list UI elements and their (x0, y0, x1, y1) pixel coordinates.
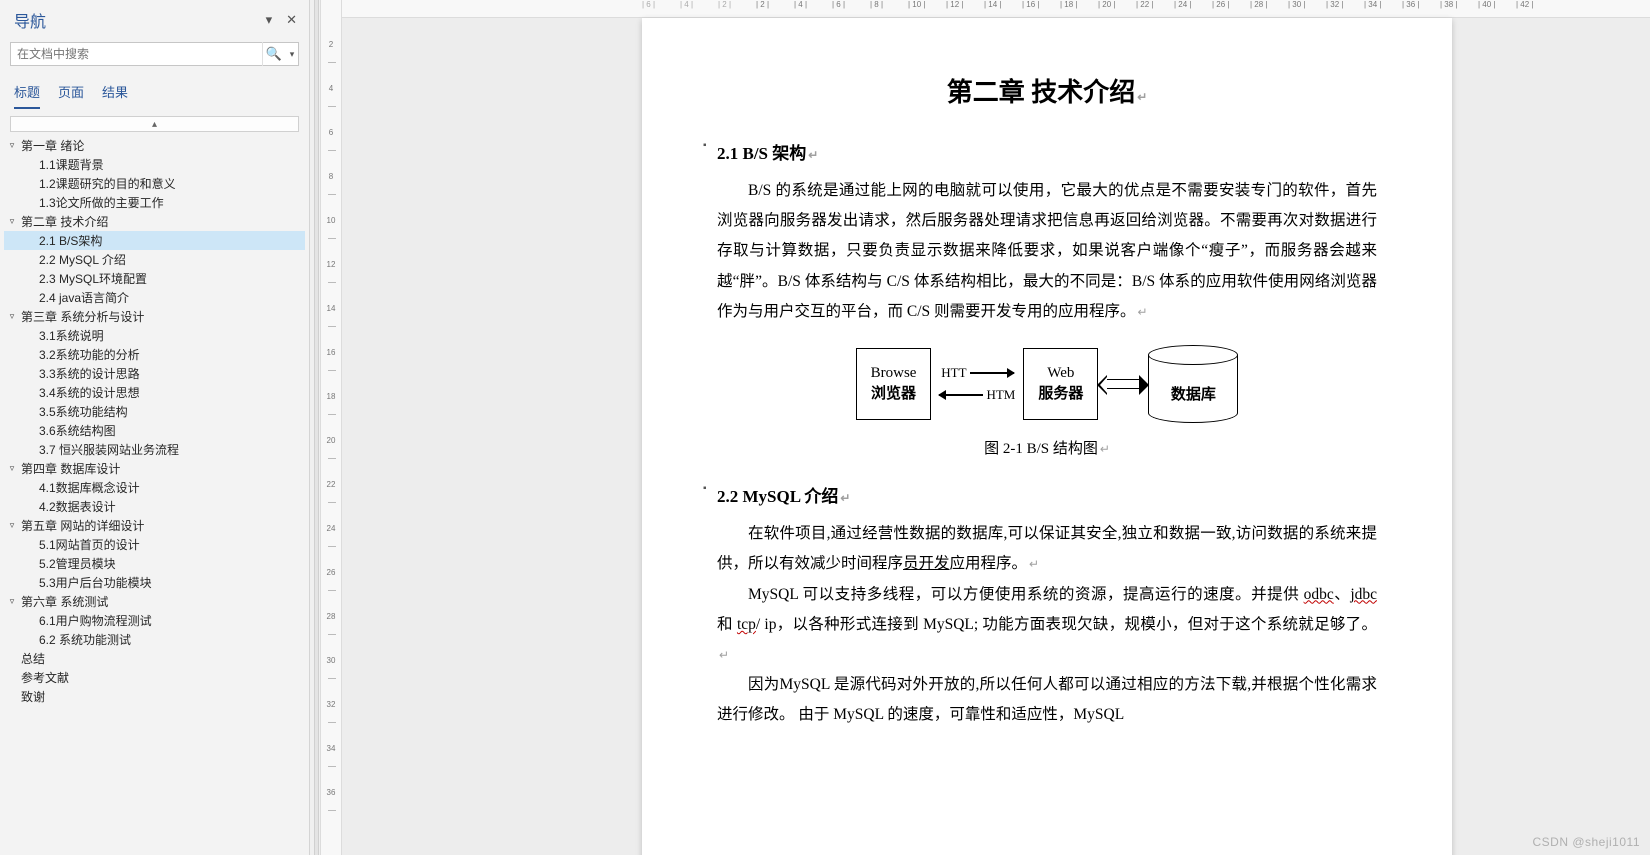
outline-item[interactable]: 2.2 MySQL 介绍 (4, 250, 305, 269)
horizontal-ruler: | 6 || 4 || 2 || 2 || 4 || 6 || 8 || 10 … (342, 0, 1650, 18)
outline-item[interactable]: 1.1课题背景 (4, 155, 305, 174)
hyperlink[interactable]: 员开发 (903, 555, 950, 572)
outline-item[interactable]: 5.2管理员模块 (4, 554, 305, 573)
paragraph: 因为MySQL 是源代码对外开放的,所以任何人都可以通过相应的方法下载,并根据个… (717, 670, 1377, 730)
section-heading-22: 2.2 MySQL 介绍↵ (717, 482, 1377, 507)
outline-item[interactable]: 2.4 java语言简介 (4, 288, 305, 307)
paragraph: B/S 的系统是通过能上网的电脑就可以使用，它最大的优点是不需要安装专门的软件，… (717, 176, 1377, 327)
outline-item[interactable]: 5.1网站首页的设计 (4, 535, 305, 554)
outline-item[interactable]: 6.2 系统功能测试 (4, 630, 305, 649)
outline-item[interactable]: ▿第六章 系统测试 (4, 592, 305, 611)
spell-error: tcp (737, 616, 756, 633)
outline-item[interactable]: 6.1用户购物流程测试 (4, 611, 305, 630)
outline-item[interactable]: ▿第四章 数据库设计 (4, 459, 305, 478)
paragraph: MySQL 可以支持多线程，可以方便使用系统的资源，提高运行的速度。并提供 od… (717, 580, 1377, 671)
dropdown-icon[interactable]: ▾ (266, 12, 273, 28)
figure-caption: 图 2-1 B/S 结构图↵ (717, 437, 1377, 458)
nav-tab-2[interactable]: 结果 (102, 78, 128, 109)
nav-tab-0[interactable]: 标题 (14, 78, 40, 109)
outline-item[interactable]: 4.1数据库概念设计 (4, 478, 305, 497)
bs-architecture-diagram: Browse 浏览器 HTT HTM Web 服务器 数据库 (717, 345, 1377, 423)
section-heading-21: 2.1 B/S 架构↵ (717, 139, 1377, 164)
outline-item[interactable]: 2.3 MySQL环境配置 (4, 269, 305, 288)
vertical-ruler: 24681012141618202224262830323436 (320, 0, 342, 855)
search-icon[interactable]: 🔍 (263, 43, 285, 65)
diagram-box-browser: Browse 浏览器 (856, 348, 932, 420)
outline-item[interactable]: 2.1 B/S架构 (4, 231, 305, 250)
outline-item[interactable]: 3.6系统结构图 (4, 421, 305, 440)
search-box: 🔍 ▾ (10, 42, 299, 66)
outline-item[interactable]: 3.1系统说明 (4, 326, 305, 345)
navigation-panel: 导航 ▾ ✕ 🔍 ▾ 标题页面结果 ▴ ▿第一章 绪论1.1课题背景1.2课题研… (0, 0, 310, 855)
nav-tabs: 标题页面结果 (0, 74, 309, 110)
outline-item[interactable]: 参考文献 (4, 668, 305, 687)
outline-item[interactable]: 1.3论文所做的主要工作 (4, 193, 305, 212)
document-area: | 6 || 4 || 2 || 2 || 4 || 6 || 8 || 10 … (342, 0, 1650, 855)
nav-header: 导航 ▾ ✕ (0, 0, 309, 36)
nav-title: 导航 (14, 8, 46, 32)
outline-item[interactable]: ▿第二章 技术介绍 (4, 212, 305, 231)
outline-item[interactable]: 5.3用户后台功能模块 (4, 573, 305, 592)
outline-item[interactable]: 3.5系统功能结构 (4, 402, 305, 421)
search-input[interactable] (10, 42, 299, 66)
search-dropdown-icon[interactable]: ▾ (285, 49, 299, 60)
diagram-database-icon: 数据库 (1148, 345, 1238, 423)
outline-item[interactable]: 3.7 恒兴服装网站业务流程 (4, 440, 305, 459)
outline-item[interactable]: 4.2数据表设计 (4, 497, 305, 516)
outline-item[interactable]: ▿第五章 网站的详细设计 (4, 516, 305, 535)
outline-item[interactable]: ▿第三章 系统分析与设计 (4, 307, 305, 326)
outline-item[interactable]: 3.4系统的设计思想 (4, 383, 305, 402)
watermark: CSDN @sheji1011 (1532, 835, 1640, 849)
outline-item[interactable]: ▿第一章 绪论 (4, 136, 305, 155)
spell-error: jdbc (1350, 586, 1377, 603)
diagram-box-server: Web 服务器 (1023, 348, 1098, 420)
outline-tree: ▿第一章 绪论1.1课题背景1.2课题研究的目的和意义1.3论文所做的主要工作▿… (0, 136, 309, 836)
spell-error: odbc (1304, 586, 1334, 603)
outline-item[interactable]: 3.3系统的设计思路 (4, 364, 305, 383)
collapse-all-button[interactable]: ▴ (10, 116, 299, 132)
paragraph: 在软件项目,通过经营性数据的数据库,可以保证其安全,独立和数据一致,访问数据的系… (717, 519, 1377, 579)
nav-tab-1[interactable]: 页面 (58, 78, 84, 109)
outline-item[interactable]: 总结 (4, 649, 305, 668)
paragraph-mark-icon: ↵ (1137, 90, 1147, 104)
outline-item[interactable]: 1.2课题研究的目的和意义 (4, 174, 305, 193)
close-icon[interactable]: ✕ (286, 12, 297, 28)
diagram-arrows: HTT HTM (939, 365, 1015, 403)
chapter-title: 第二章 技术介绍↵ (717, 72, 1377, 109)
outline-item[interactable]: 致谢 (4, 687, 305, 706)
diagram-double-arrow (1106, 379, 1140, 389)
outline-item[interactable]: 3.2系统功能的分析 (4, 345, 305, 364)
document-page: 第二章 技术介绍↵ 2.1 B/S 架构↵ B/S 的系统是通过能上网的电脑就可… (642, 18, 1452, 855)
pane-splitter[interactable] (314, 0, 319, 855)
